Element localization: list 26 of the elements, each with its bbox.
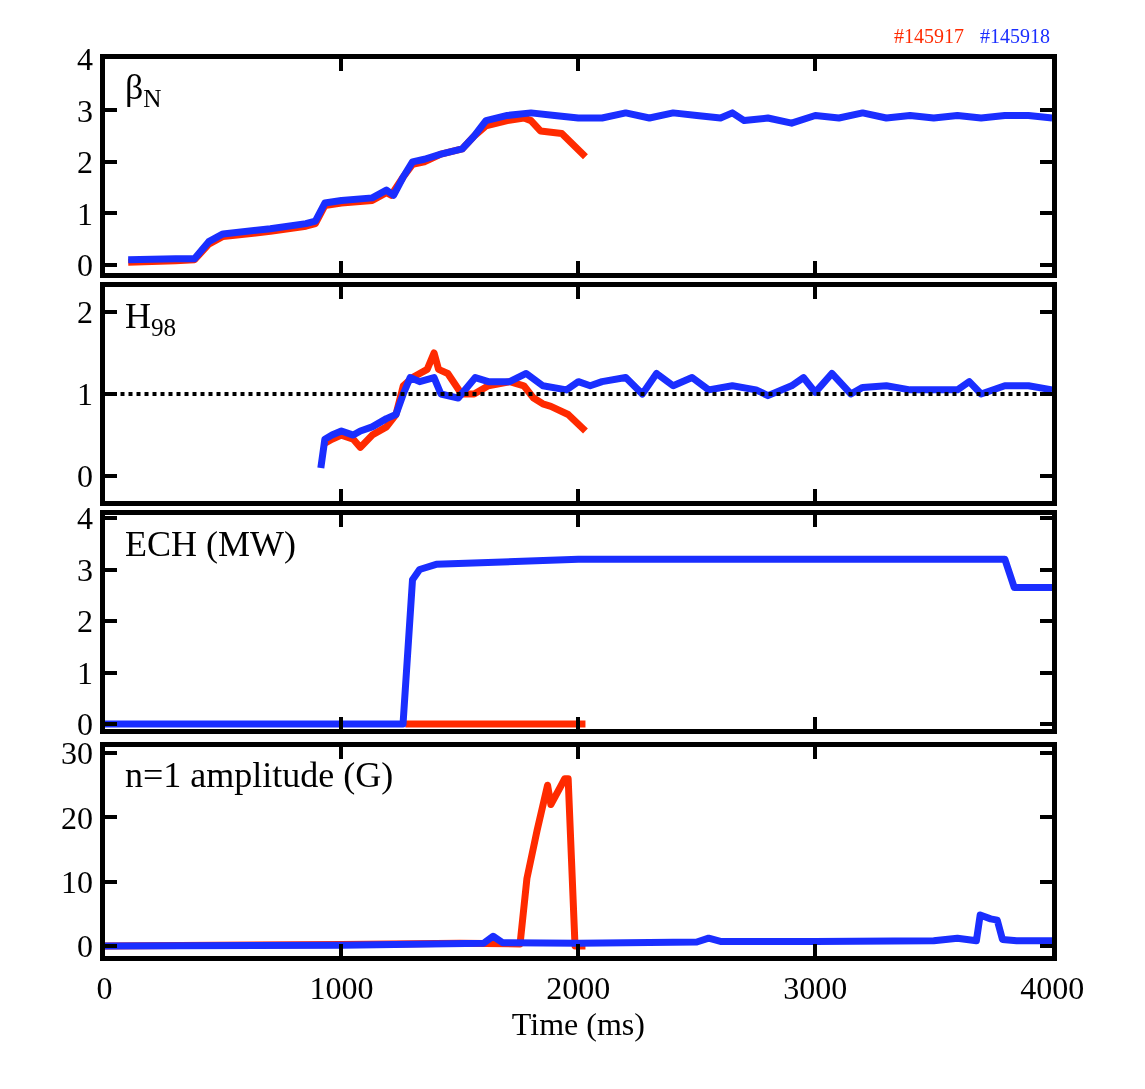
- y-tick-label: 1: [77, 195, 94, 232]
- y-tick-label: 1: [77, 654, 94, 691]
- annotation: n=1 amplitude (G): [125, 755, 394, 795]
- y-tick-label: 4: [77, 500, 94, 537]
- text: #145917: [894, 25, 964, 47]
- annotation: β$_{N}$: [125, 67, 162, 112]
- y-tick-label: 3: [77, 551, 94, 588]
- x-tick-label: 3000: [783, 969, 848, 1006]
- x-axis-title: Time (ms): [511, 1005, 645, 1042]
- y-tick-label: 0: [77, 458, 94, 495]
- y-tick-label: 0: [77, 247, 94, 284]
- annotation: H$_{98}$: [125, 296, 177, 341]
- y-tick-label: 2: [77, 603, 94, 640]
- x-tick-label: 1000: [309, 969, 374, 1006]
- y-tick-label: 20: [61, 799, 94, 836]
- y-tick-label: 3: [77, 92, 94, 129]
- annotation: ECH (MW): [125, 524, 296, 564]
- y-tick-label: 2: [77, 144, 94, 181]
- y-tick-label: 10: [61, 863, 94, 900]
- y-tick-label: 0: [77, 928, 94, 965]
- y-tick-label: 2: [77, 293, 94, 330]
- x-tick-label: 4000: [1020, 969, 1085, 1006]
- y-tick-label: 1: [77, 376, 94, 413]
- text: #145918: [980, 25, 1050, 47]
- x-tick-label: 2000: [546, 969, 611, 1006]
- y-tick-label: 4: [77, 41, 94, 77]
